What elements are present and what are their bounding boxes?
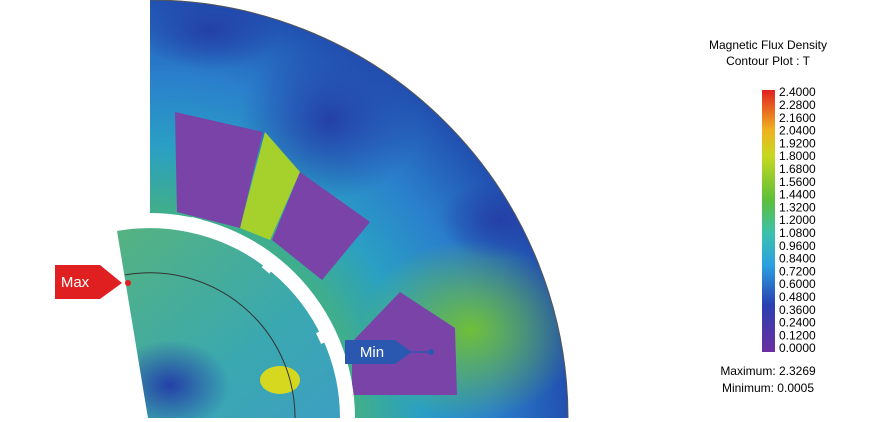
legend-label: 0.7200 [779,264,816,278]
legend-label: 0.8400 [779,252,816,266]
legend-minimum: Minimum: 0.0005 [722,381,814,395]
legend-label: 1.5600 [779,175,816,189]
rotor-inner-arc [124,272,296,419]
legend-label: 1.9200 [779,136,816,150]
legend-label: 0.4800 [779,290,816,304]
legend-label: 1.3200 [779,200,816,214]
legend-label: 0.0000 [779,341,816,355]
legend-subtitle: Contour Plot : T [726,54,810,68]
legend-label: 1.8000 [779,149,816,163]
legend-maximum: Maximum: 2.3269 [720,364,816,378]
legend-label: 0.2400 [779,316,816,330]
color-bar [762,90,775,352]
legend-title: Magnetic Flux Density [709,38,827,52]
legend-label: 1.4400 [779,188,816,202]
legend-label: 1.2000 [779,213,816,227]
slot-openings [188,216,332,344]
legend: Magnetic Flux Density Contour Plot : T M… [709,38,827,395]
legend-label: 2.1600 [779,111,816,125]
max-label: Max [61,274,90,291]
legend-label: 0.9600 [779,239,816,253]
legend-label: 0.6000 [779,277,816,291]
min-label: Min [360,344,384,361]
max-marker: Max [55,265,131,299]
legend-label: 2.0400 [779,124,816,138]
stator-outline [149,0,569,419]
legend-label: 0.1200 [779,328,816,342]
legend-label: 2.2800 [779,98,816,112]
legend-label: 1.0800 [779,226,816,240]
legend-label: 1.6800 [779,162,816,176]
legend-label: 2.4000 [779,85,816,99]
legend-label: 0.3600 [779,303,816,317]
min-marker: Min [345,340,434,364]
